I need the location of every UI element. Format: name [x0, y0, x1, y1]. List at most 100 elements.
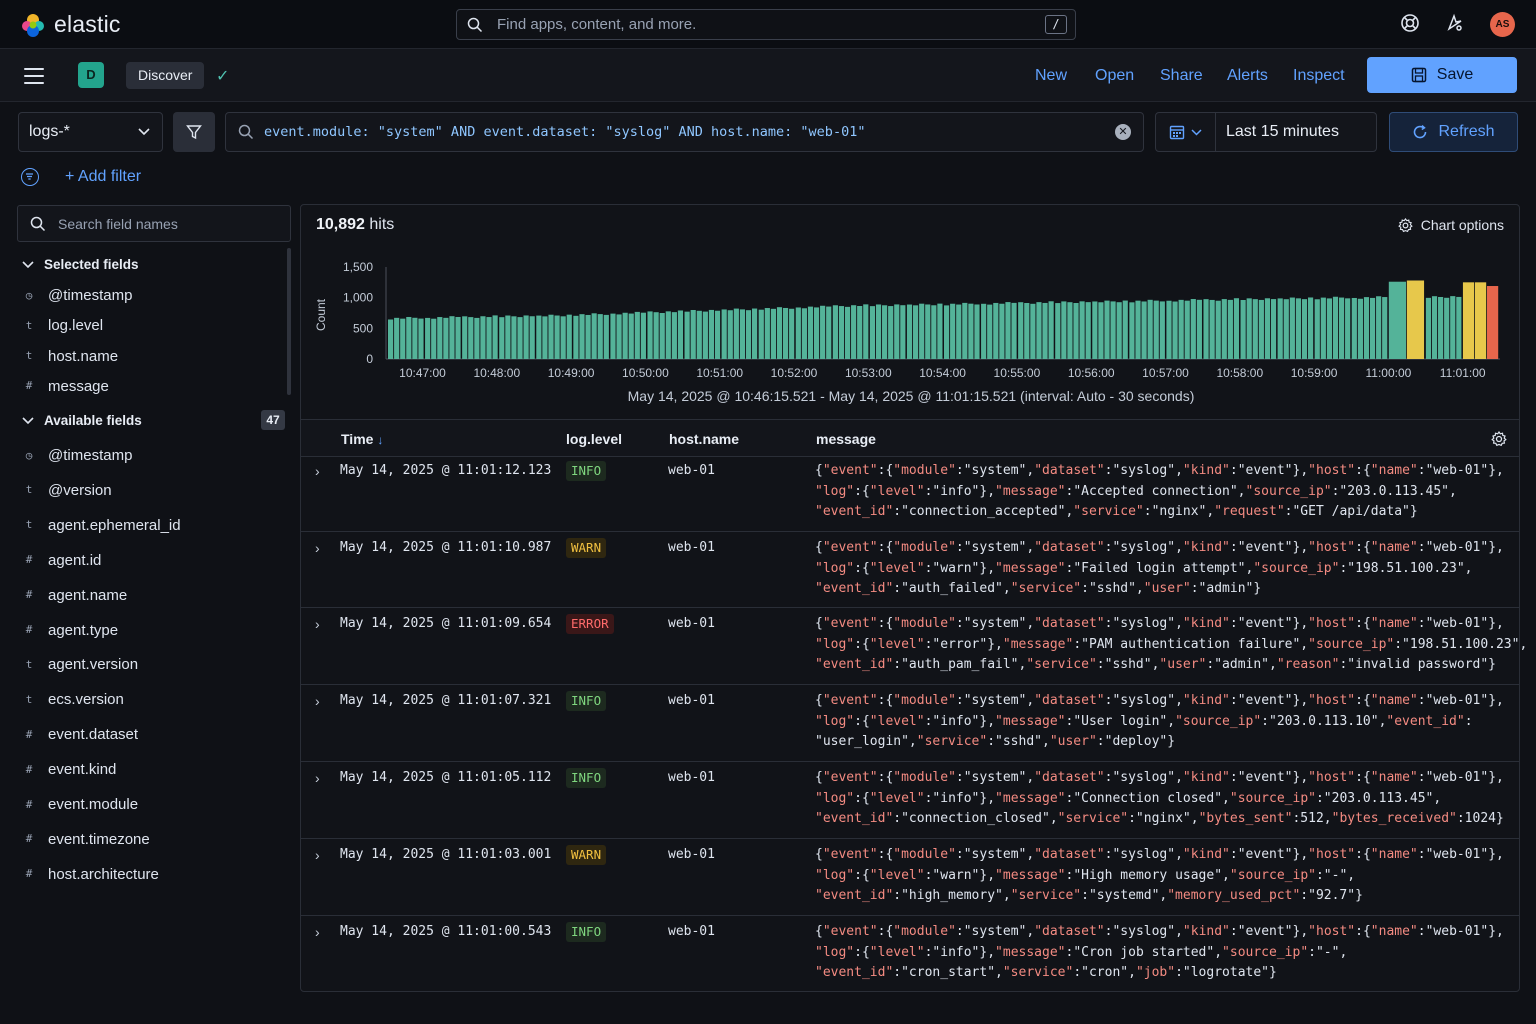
table-row[interactable]: › May 14, 2025 @ 11:01:07.321 INFO web-01 {"… [301, 685, 1519, 762]
table-row[interactable]: › May 14, 2025 @ 11:01:09.654 ERROR web-01 {… [301, 608, 1527, 685]
histogram-bar[interactable] [610, 313, 616, 359]
histogram-bar[interactable] [1486, 286, 1499, 359]
histogram-bar[interactable] [585, 314, 591, 359]
histogram-bar[interactable] [400, 318, 406, 359]
histogram-bar[interactable] [579, 314, 585, 359]
histogram-bar[interactable] [1024, 303, 1030, 359]
histogram-bar[interactable] [869, 306, 876, 359]
histogram-bar[interactable] [801, 308, 807, 359]
breadcrumb-discover[interactable]: Discover [126, 62, 205, 89]
histogram-bar[interactable] [745, 310, 752, 359]
histogram-bar[interactable] [412, 317, 418, 359]
field-item[interactable]: t ecs.version [22, 691, 124, 708]
histogram-bar[interactable] [1178, 299, 1184, 359]
field-item[interactable]: # event.module [22, 796, 138, 813]
histogram-bar[interactable] [486, 317, 492, 359]
histogram-bar[interactable] [888, 306, 894, 359]
histogram-bar[interactable] [813, 307, 820, 359]
data-view-selector[interactable]: logs-* [18, 112, 163, 152]
histogram-bar[interactable] [900, 305, 906, 359]
histogram-bar[interactable] [573, 315, 579, 359]
sort-down-icon[interactable]: ↓ [377, 433, 384, 447]
histogram-bar[interactable] [844, 306, 851, 359]
field-item[interactable]: # event.dataset [22, 726, 138, 743]
histogram-bar[interactable] [1073, 303, 1079, 359]
histogram-bar[interactable] [696, 310, 702, 359]
histogram-bar[interactable] [1233, 298, 1240, 359]
histogram-bar[interactable] [733, 308, 739, 359]
histogram-bar[interactable] [1184, 300, 1190, 359]
field-item[interactable]: t host.name [22, 348, 118, 365]
histogram-bar[interactable] [838, 306, 845, 359]
histogram-bar[interactable] [437, 317, 443, 359]
histogram-bar[interactable] [462, 316, 468, 359]
histogram-bar[interactable] [1388, 281, 1407, 359]
histogram-bar[interactable] [1314, 299, 1320, 359]
chart-options-button[interactable]: Chart options [1397, 217, 1504, 233]
histogram-bar[interactable] [1376, 296, 1382, 359]
histogram-bar[interactable] [591, 313, 597, 359]
field-item[interactable]: # event.kind [22, 761, 117, 778]
histogram-bar[interactable] [1450, 296, 1456, 359]
histogram-bar[interactable] [671, 312, 677, 359]
histogram-bar[interactable] [919, 303, 925, 359]
histogram-bar[interactable] [505, 315, 511, 359]
histogram-bar[interactable] [1116, 302, 1122, 359]
field-item[interactable]: t log.level [22, 317, 103, 334]
histogram-bar[interactable] [974, 304, 980, 359]
histogram-bar[interactable] [1221, 299, 1227, 359]
histogram-bar[interactable] [1005, 302, 1011, 359]
table-row[interactable]: › May 14, 2025 @ 11:01:03.001 WARN web-01 {"… [301, 839, 1519, 916]
field-item[interactable]: ◷ @timestamp [22, 287, 133, 304]
histogram-bar[interactable] [634, 311, 640, 359]
histogram-bar[interactable] [1110, 301, 1116, 359]
histogram-bar[interactable] [560, 316, 566, 359]
histogram-bar[interactable] [782, 307, 789, 359]
histogram-bar[interactable] [1166, 300, 1172, 359]
histogram-bar[interactable] [523, 315, 529, 359]
histogram-bar[interactable] [1061, 301, 1067, 359]
histogram-bar[interactable] [1431, 296, 1438, 359]
elastic-logo[interactable]: elastic [20, 11, 121, 38]
histogram-bar[interactable] [653, 312, 659, 359]
expand-row-chevron-icon[interactable]: › [315, 924, 320, 940]
clear-query-icon[interactable]: ✕ [1115, 124, 1131, 140]
histogram-bar[interactable] [1030, 303, 1036, 359]
histogram-bar[interactable] [1018, 302, 1024, 359]
filter-menu-button[interactable] [173, 112, 215, 152]
histogram-bar[interactable] [1252, 299, 1258, 359]
histogram-bar[interactable] [468, 317, 474, 359]
histogram-bar[interactable] [554, 315, 560, 359]
histogram-bar[interactable] [739, 309, 746, 359]
column-header-host-name[interactable]: host.name [669, 431, 740, 447]
histogram-bar[interactable] [1326, 298, 1332, 359]
time-range-label[interactable]: Last 15 minutes [1226, 123, 1339, 140]
histogram-bar[interactable] [548, 314, 554, 359]
refresh-button[interactable]: Refresh [1389, 112, 1518, 152]
histogram-bar[interactable] [882, 305, 888, 359]
menu-icon[interactable] [24, 68, 44, 84]
histogram-bar[interactable] [418, 318, 424, 359]
histogram-bar[interactable] [1301, 299, 1308, 359]
histogram-bar[interactable] [690, 309, 696, 359]
histogram-bar[interactable] [913, 305, 919, 359]
saved-query-icon[interactable] [21, 168, 39, 186]
field-item[interactable]: t agent.version [22, 656, 138, 673]
table-settings-gear-icon[interactable] [1491, 431, 1507, 447]
histogram-bar[interactable] [1382, 297, 1388, 359]
histogram-bar[interactable] [566, 314, 572, 359]
expand-row-chevron-icon[interactable]: › [315, 463, 320, 479]
histogram-bar[interactable] [1196, 299, 1202, 359]
histogram-bar[interactable] [875, 304, 882, 359]
histogram-bar[interactable] [1153, 300, 1159, 359]
histogram-bar[interactable] [807, 306, 814, 359]
histogram-bar[interactable] [406, 316, 412, 359]
histogram-bar[interactable] [1011, 302, 1017, 359]
field-item[interactable]: t agent.ephemeral_id [22, 517, 181, 534]
field-item[interactable]: # host.architecture [22, 866, 159, 883]
histogram-bar[interactable] [795, 307, 801, 359]
table-row[interactable]: › May 14, 2025 @ 11:01:10.987 WARN web-01 {"… [301, 532, 1519, 608]
histogram-bar[interactable] [857, 306, 863, 359]
expand-row-chevron-icon[interactable]: › [315, 693, 320, 709]
histogram-bar[interactable] [1042, 302, 1048, 359]
